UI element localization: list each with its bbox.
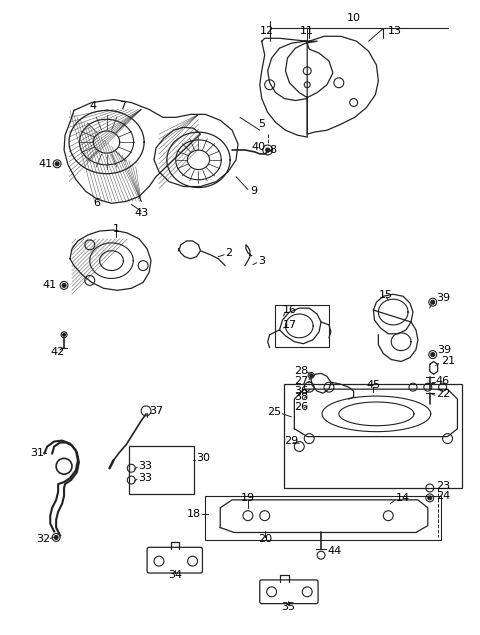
Text: 35: 35: [281, 601, 295, 612]
Circle shape: [62, 333, 66, 337]
Circle shape: [62, 283, 66, 288]
Text: 27: 27: [294, 377, 309, 386]
Text: 41: 41: [38, 159, 52, 169]
Text: 1: 1: [113, 224, 120, 234]
Text: 38: 38: [294, 392, 309, 402]
Text: 32: 32: [36, 535, 50, 544]
Circle shape: [428, 496, 432, 500]
Bar: [205, 496, 441, 540]
Text: 3: 3: [258, 256, 265, 265]
Text: 18: 18: [186, 509, 201, 519]
Circle shape: [431, 352, 435, 356]
Circle shape: [54, 535, 58, 539]
Circle shape: [431, 300, 435, 304]
Bar: [285, 384, 462, 488]
Text: 24: 24: [436, 491, 450, 501]
Text: 39: 39: [438, 345, 452, 354]
Text: 25: 25: [267, 407, 281, 417]
Text: 11: 11: [300, 26, 314, 36]
Text: 31: 31: [30, 448, 45, 458]
Text: 15: 15: [379, 290, 393, 300]
Text: 37: 37: [149, 406, 163, 416]
Text: 13: 13: [388, 26, 402, 36]
Text: 28: 28: [294, 366, 309, 377]
Text: 44: 44: [327, 546, 341, 556]
Text: 43: 43: [134, 208, 148, 218]
Bar: [129, 446, 193, 494]
Text: 36: 36: [294, 386, 308, 396]
Text: 4: 4: [90, 102, 97, 112]
Text: 33: 33: [138, 473, 152, 483]
Text: 5: 5: [258, 119, 265, 130]
Text: 29: 29: [285, 436, 299, 446]
Text: 33: 33: [138, 461, 152, 471]
Circle shape: [310, 374, 312, 377]
Circle shape: [266, 148, 270, 152]
Text: 26: 26: [294, 402, 309, 412]
Text: 42: 42: [50, 347, 64, 357]
Text: 22: 22: [436, 389, 450, 399]
Text: 9: 9: [250, 187, 257, 196]
Text: 39: 39: [436, 293, 450, 304]
Bar: [275, 305, 329, 347]
Text: 46: 46: [436, 377, 450, 386]
Text: 34: 34: [168, 570, 182, 580]
Text: 30: 30: [196, 453, 211, 464]
Text: 6: 6: [94, 198, 101, 208]
Text: 8: 8: [270, 145, 277, 155]
Text: 12: 12: [260, 26, 274, 36]
Text: 17: 17: [283, 320, 297, 330]
Text: 41: 41: [42, 281, 57, 290]
Circle shape: [55, 162, 59, 166]
Text: 2: 2: [225, 248, 232, 258]
Text: 14: 14: [396, 493, 410, 503]
Text: 7: 7: [120, 102, 127, 112]
Text: 21: 21: [441, 356, 455, 366]
Text: 23: 23: [436, 481, 450, 491]
Text: 19: 19: [241, 493, 255, 503]
Text: 45: 45: [366, 380, 381, 390]
Text: 40: 40: [252, 142, 266, 152]
Text: 16: 16: [283, 305, 297, 315]
Text: 10: 10: [347, 13, 360, 22]
Text: 20: 20: [258, 535, 272, 544]
